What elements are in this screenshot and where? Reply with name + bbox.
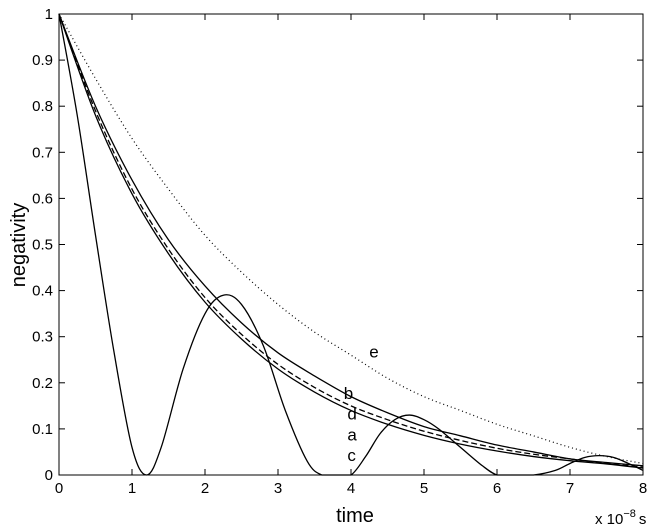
y-tick-label: 0.8 <box>32 98 53 115</box>
curve-label-e: e <box>369 342 378 361</box>
y-tick-label: 0.1 <box>32 421 53 438</box>
x-unit-exponent: −8 <box>623 508 636 520</box>
y-tick-label: 0.5 <box>32 237 53 254</box>
x-tick-label: 1 <box>128 480 136 497</box>
x-tick-label: 5 <box>420 480 428 497</box>
y-tick-label: 0 <box>45 467 53 484</box>
curve-label-b: b <box>344 384 353 403</box>
axis-ticks: 0 1 2 3 4 5 6 7 8 0 0.1 0.2 0.3 0.4 0.5 0.6 0.7 0.8 0.9 1 <box>32 6 647 497</box>
curve-label-a: a <box>347 425 357 444</box>
x-tick-label: 0 <box>55 480 63 497</box>
x-tick-label: 2 <box>201 480 209 497</box>
series-line-a <box>58 13 644 469</box>
y-axis-label: negativity <box>8 203 30 288</box>
series-line-c <box>58 13 644 476</box>
curve-label-c: c <box>347 446 356 465</box>
y-tick-label: 0.3 <box>32 329 53 346</box>
series-line-b <box>58 13 644 467</box>
series-line-d <box>58 13 644 468</box>
series-line-e <box>58 13 644 465</box>
x-tick-label: 8 <box>639 480 647 497</box>
x-tick-label: 7 <box>566 480 574 497</box>
y-tick-label: 0.7 <box>32 144 53 161</box>
y-tick-label: 0.6 <box>32 190 53 207</box>
x-unit-prefix: x 10 <box>595 511 623 528</box>
curve-label-d: d <box>347 405 356 424</box>
y-tick-label: 0.9 <box>32 52 53 69</box>
series-group <box>58 13 644 476</box>
x-unit-seconds: s <box>639 511 647 528</box>
x-axis-label: time <box>336 505 374 527</box>
y-tick-label: 0.4 <box>32 283 53 300</box>
x-tick-label: 4 <box>347 480 355 497</box>
x-unit-note: x 10−8 s <box>595 508 646 528</box>
x-tick-label: 3 <box>274 480 282 497</box>
y-tick-label: 0.2 <box>32 375 53 392</box>
y-tick-label: 1 <box>45 6 53 23</box>
x-tick-label: 6 <box>493 480 501 497</box>
